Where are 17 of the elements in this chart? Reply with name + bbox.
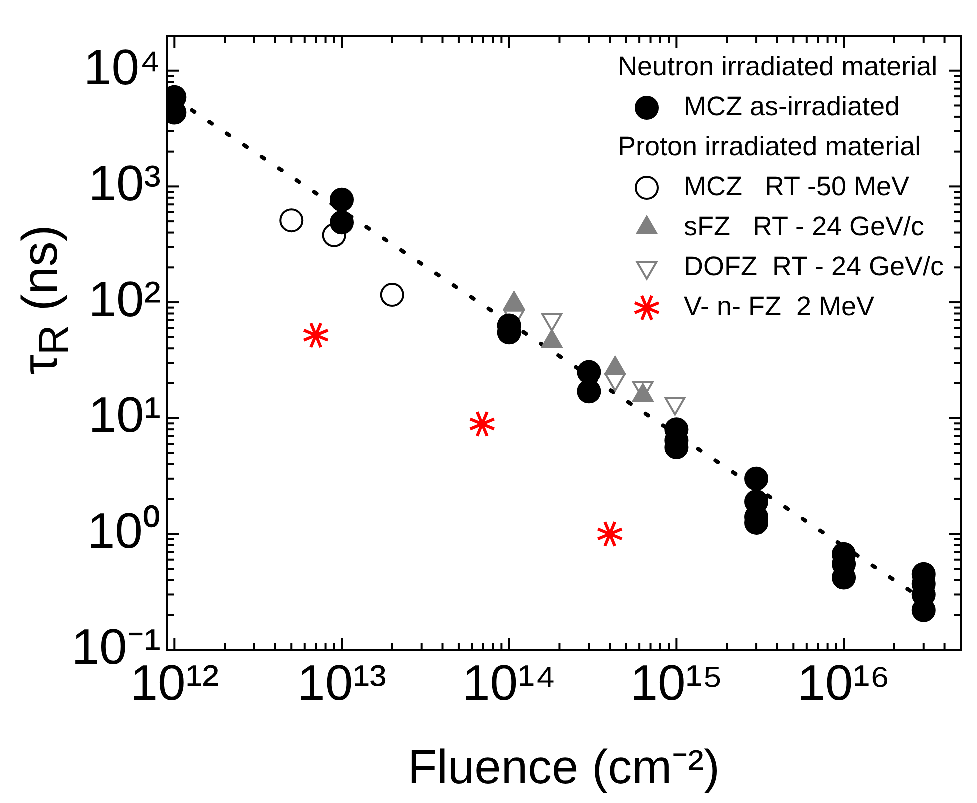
legend-label: DOFZ RT - 24 GeV/c (684, 251, 944, 282)
x-axis-title: Fluence (cm⁻²) (408, 741, 720, 794)
y-tick-label: 10¹ (88, 387, 161, 444)
x-tick-label: 10¹⁶ (798, 654, 890, 711)
y-tick-label: 10³ (88, 155, 161, 212)
legend-label: MCZ as-irradiated (684, 91, 900, 122)
y-tick-label: 10⁴ (84, 40, 161, 96)
annotation: Proton irradiated material (618, 131, 922, 162)
legend-title: Neutron irradiated material (618, 51, 938, 82)
legend-label: sFZ RT - 24 GeV/c (684, 211, 925, 242)
x-tick-label: 10¹⁵ (630, 654, 724, 711)
legend-label: V- n- FZ 2 MeV (684, 291, 875, 322)
y-tick-label: 10² (88, 271, 161, 328)
legend-label: MCZ RT -50 MeV (684, 171, 910, 202)
y-tick-label: 10⁰ (87, 502, 161, 559)
x-tick-label: 10¹³ (298, 654, 386, 711)
x-tick-label: 10¹⁴ (462, 654, 556, 711)
